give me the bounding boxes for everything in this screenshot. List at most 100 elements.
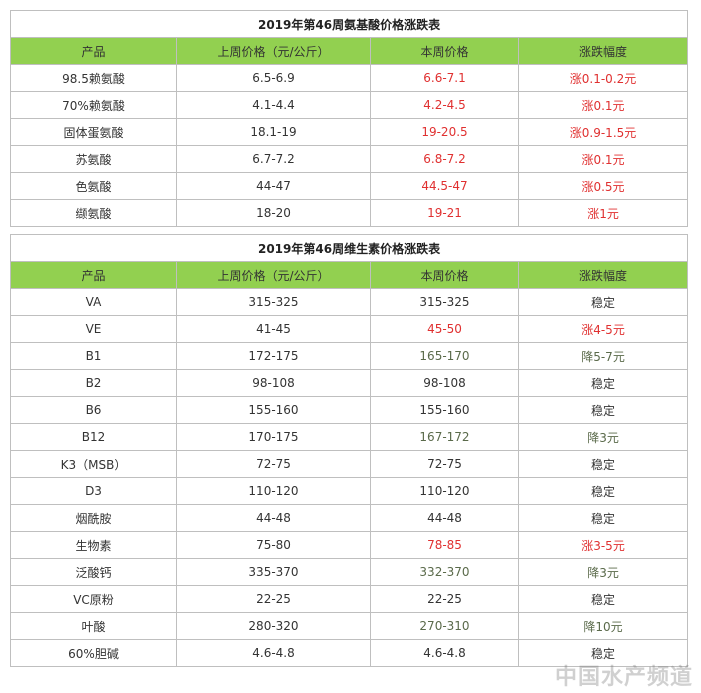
header-change: 涨跌幅度 <box>517 261 689 289</box>
last-week-price-cell: 41-45 <box>176 315 371 343</box>
change-cell: 涨0.1-0.2元 <box>517 64 689 92</box>
table-row: 生物素 75-80 78-85 涨3-5元 <box>10 531 689 559</box>
table-row: D3 110-120 110-120 稳定 <box>10 477 689 505</box>
product-cell: B12 <box>10 423 177 451</box>
table-row: B6 155-160 155-160 稳定 <box>10 396 689 424</box>
table-row: VA 315-325 315-325 稳定 <box>10 288 689 316</box>
table-row: K3（MSB） 72-75 72-75 稳定 <box>10 450 689 478</box>
change-cell: 稳定 <box>517 369 689 397</box>
change-cell: 涨0.9-1.5元 <box>517 118 689 146</box>
header-last-week: 上周价格（元/公斤） <box>176 261 371 289</box>
last-week-price-cell: 335-370 <box>176 558 371 586</box>
last-week-price-cell: 280-320 <box>176 612 371 640</box>
table-row: 烟酰胺 44-48 44-48 稳定 <box>10 504 689 532</box>
amino-header-row: 产品 上周价格（元/公斤） 本周价格 涨跌幅度 <box>10 37 689 65</box>
this-week-price-cell: 315-325 <box>370 288 519 316</box>
product-cell: 苏氨酸 <box>10 145 177 173</box>
table-row: 缬氨酸 18-20 19-21 涨1元 <box>10 199 689 227</box>
change-cell: 稳定 <box>517 288 689 316</box>
product-cell: B6 <box>10 396 177 424</box>
last-week-price-cell: 155-160 <box>176 396 371 424</box>
last-week-price-cell: 72-75 <box>176 450 371 478</box>
product-cell: VA <box>10 288 177 316</box>
product-cell: 生物素 <box>10 531 177 559</box>
cropped-text-strip <box>0 0 701 9</box>
change-cell: 稳定 <box>517 585 689 613</box>
this-week-price-cell: 6.8-7.2 <box>370 145 519 173</box>
table-row: B2 98-108 98-108 稳定 <box>10 369 689 397</box>
last-week-price-cell: 110-120 <box>176 477 371 505</box>
this-week-price-cell: 110-120 <box>370 477 519 505</box>
vitamin-table-title: 2019年第46周维生素价格涨跌表 <box>9 234 689 262</box>
change-cell: 稳定 <box>517 396 689 424</box>
last-week-price-cell: 170-175 <box>176 423 371 451</box>
vitamin-header-row: 产品 上周价格（元/公斤） 本周价格 涨跌幅度 <box>10 261 689 289</box>
last-week-price-cell: 44-47 <box>176 172 371 200</box>
header-this-week: 本周价格 <box>370 261 519 289</box>
last-week-price-cell: 4.1-4.4 <box>176 91 371 119</box>
table-row: 苏氨酸 6.7-7.2 6.8-7.2 涨0.1元 <box>10 145 689 173</box>
table-row: B12 170-175 167-172 降3元 <box>10 423 689 451</box>
table-row: 固体蛋氨酸 18.1-19 19-20.5 涨0.9-1.5元 <box>10 118 689 146</box>
this-week-price-cell: 45-50 <box>370 315 519 343</box>
this-week-price-cell: 4.2-4.5 <box>370 91 519 119</box>
this-week-price-cell: 44-48 <box>370 504 519 532</box>
this-week-price-cell: 44.5-47 <box>370 172 519 200</box>
amino-acid-price-table: 2019年第46周氨基酸价格涨跌表 产品 上周价格（元/公斤） 本周价格 涨跌幅… <box>9 10 689 227</box>
table-row: 色氨酸 44-47 44.5-47 涨0.5元 <box>10 172 689 200</box>
product-cell: VE <box>10 315 177 343</box>
product-cell: 固体蛋氨酸 <box>10 118 177 146</box>
this-week-price-cell: 98-108 <box>370 369 519 397</box>
header-change: 涨跌幅度 <box>517 37 689 65</box>
change-cell: 涨4-5元 <box>517 315 689 343</box>
product-cell: D3 <box>10 477 177 505</box>
change-cell: 降5-7元 <box>517 342 689 370</box>
this-week-price-cell: 72-75 <box>370 450 519 478</box>
last-week-price-cell: 6.5-6.9 <box>176 64 371 92</box>
this-week-price-cell: 167-172 <box>370 423 519 451</box>
last-week-price-cell: 315-325 <box>176 288 371 316</box>
change-cell: 稳定 <box>517 504 689 532</box>
last-week-price-cell: 18.1-19 <box>176 118 371 146</box>
last-week-price-cell: 172-175 <box>176 342 371 370</box>
table-row: 叶酸 280-320 270-310 降10元 <box>10 612 689 640</box>
table-row: 98.5赖氨酸 6.5-6.9 6.6-7.1 涨0.1-0.2元 <box>10 64 689 92</box>
this-week-price-cell: 19-20.5 <box>370 118 519 146</box>
change-cell: 涨0.1元 <box>517 91 689 119</box>
table-row: VC原粉 22-25 22-25 稳定 <box>10 585 689 613</box>
product-cell: 烟酰胺 <box>10 504 177 532</box>
table-row: B1 172-175 165-170 降5-7元 <box>10 342 689 370</box>
product-cell: B1 <box>10 342 177 370</box>
this-week-price-cell: 4.6-4.8 <box>370 639 519 667</box>
change-cell: 涨3-5元 <box>517 531 689 559</box>
watermark-logo: 中国水产频道 <box>554 664 693 690</box>
table-row: 60%胆碱 4.6-4.8 4.6-4.8 稳定 <box>10 639 689 667</box>
change-cell: 稳定 <box>517 639 689 667</box>
change-cell: 降3元 <box>517 423 689 451</box>
product-cell: B2 <box>10 369 177 397</box>
change-cell: 稳定 <box>517 450 689 478</box>
this-week-price-cell: 22-25 <box>370 585 519 613</box>
change-cell: 涨0.5元 <box>517 172 689 200</box>
vitamin-price-table: 2019年第46周维生素价格涨跌表 产品 上周价格（元/公斤） 本周价格 涨跌幅… <box>9 234 689 667</box>
header-last-week: 上周价格（元/公斤） <box>176 37 371 65</box>
header-product: 产品 <box>10 37 177 65</box>
this-week-price-cell: 19-21 <box>370 199 519 227</box>
table-row: 70%赖氨酸 4.1-4.4 4.2-4.5 涨0.1元 <box>10 91 689 119</box>
this-week-price-cell: 270-310 <box>370 612 519 640</box>
product-cell: 98.5赖氨酸 <box>10 64 177 92</box>
product-cell: 叶酸 <box>10 612 177 640</box>
product-cell: 色氨酸 <box>10 172 177 200</box>
last-week-price-cell: 6.7-7.2 <box>176 145 371 173</box>
header-this-week: 本周价格 <box>370 37 519 65</box>
last-week-price-cell: 22-25 <box>176 585 371 613</box>
last-week-price-cell: 75-80 <box>176 531 371 559</box>
product-cell: K3（MSB） <box>10 450 177 478</box>
last-week-price-cell: 18-20 <box>176 199 371 227</box>
last-week-price-cell: 44-48 <box>176 504 371 532</box>
change-cell: 稳定 <box>517 477 689 505</box>
product-cell: 泛酸钙 <box>10 558 177 586</box>
change-cell: 降3元 <box>517 558 689 586</box>
product-cell: 70%赖氨酸 <box>10 91 177 119</box>
change-cell: 涨1元 <box>517 199 689 227</box>
